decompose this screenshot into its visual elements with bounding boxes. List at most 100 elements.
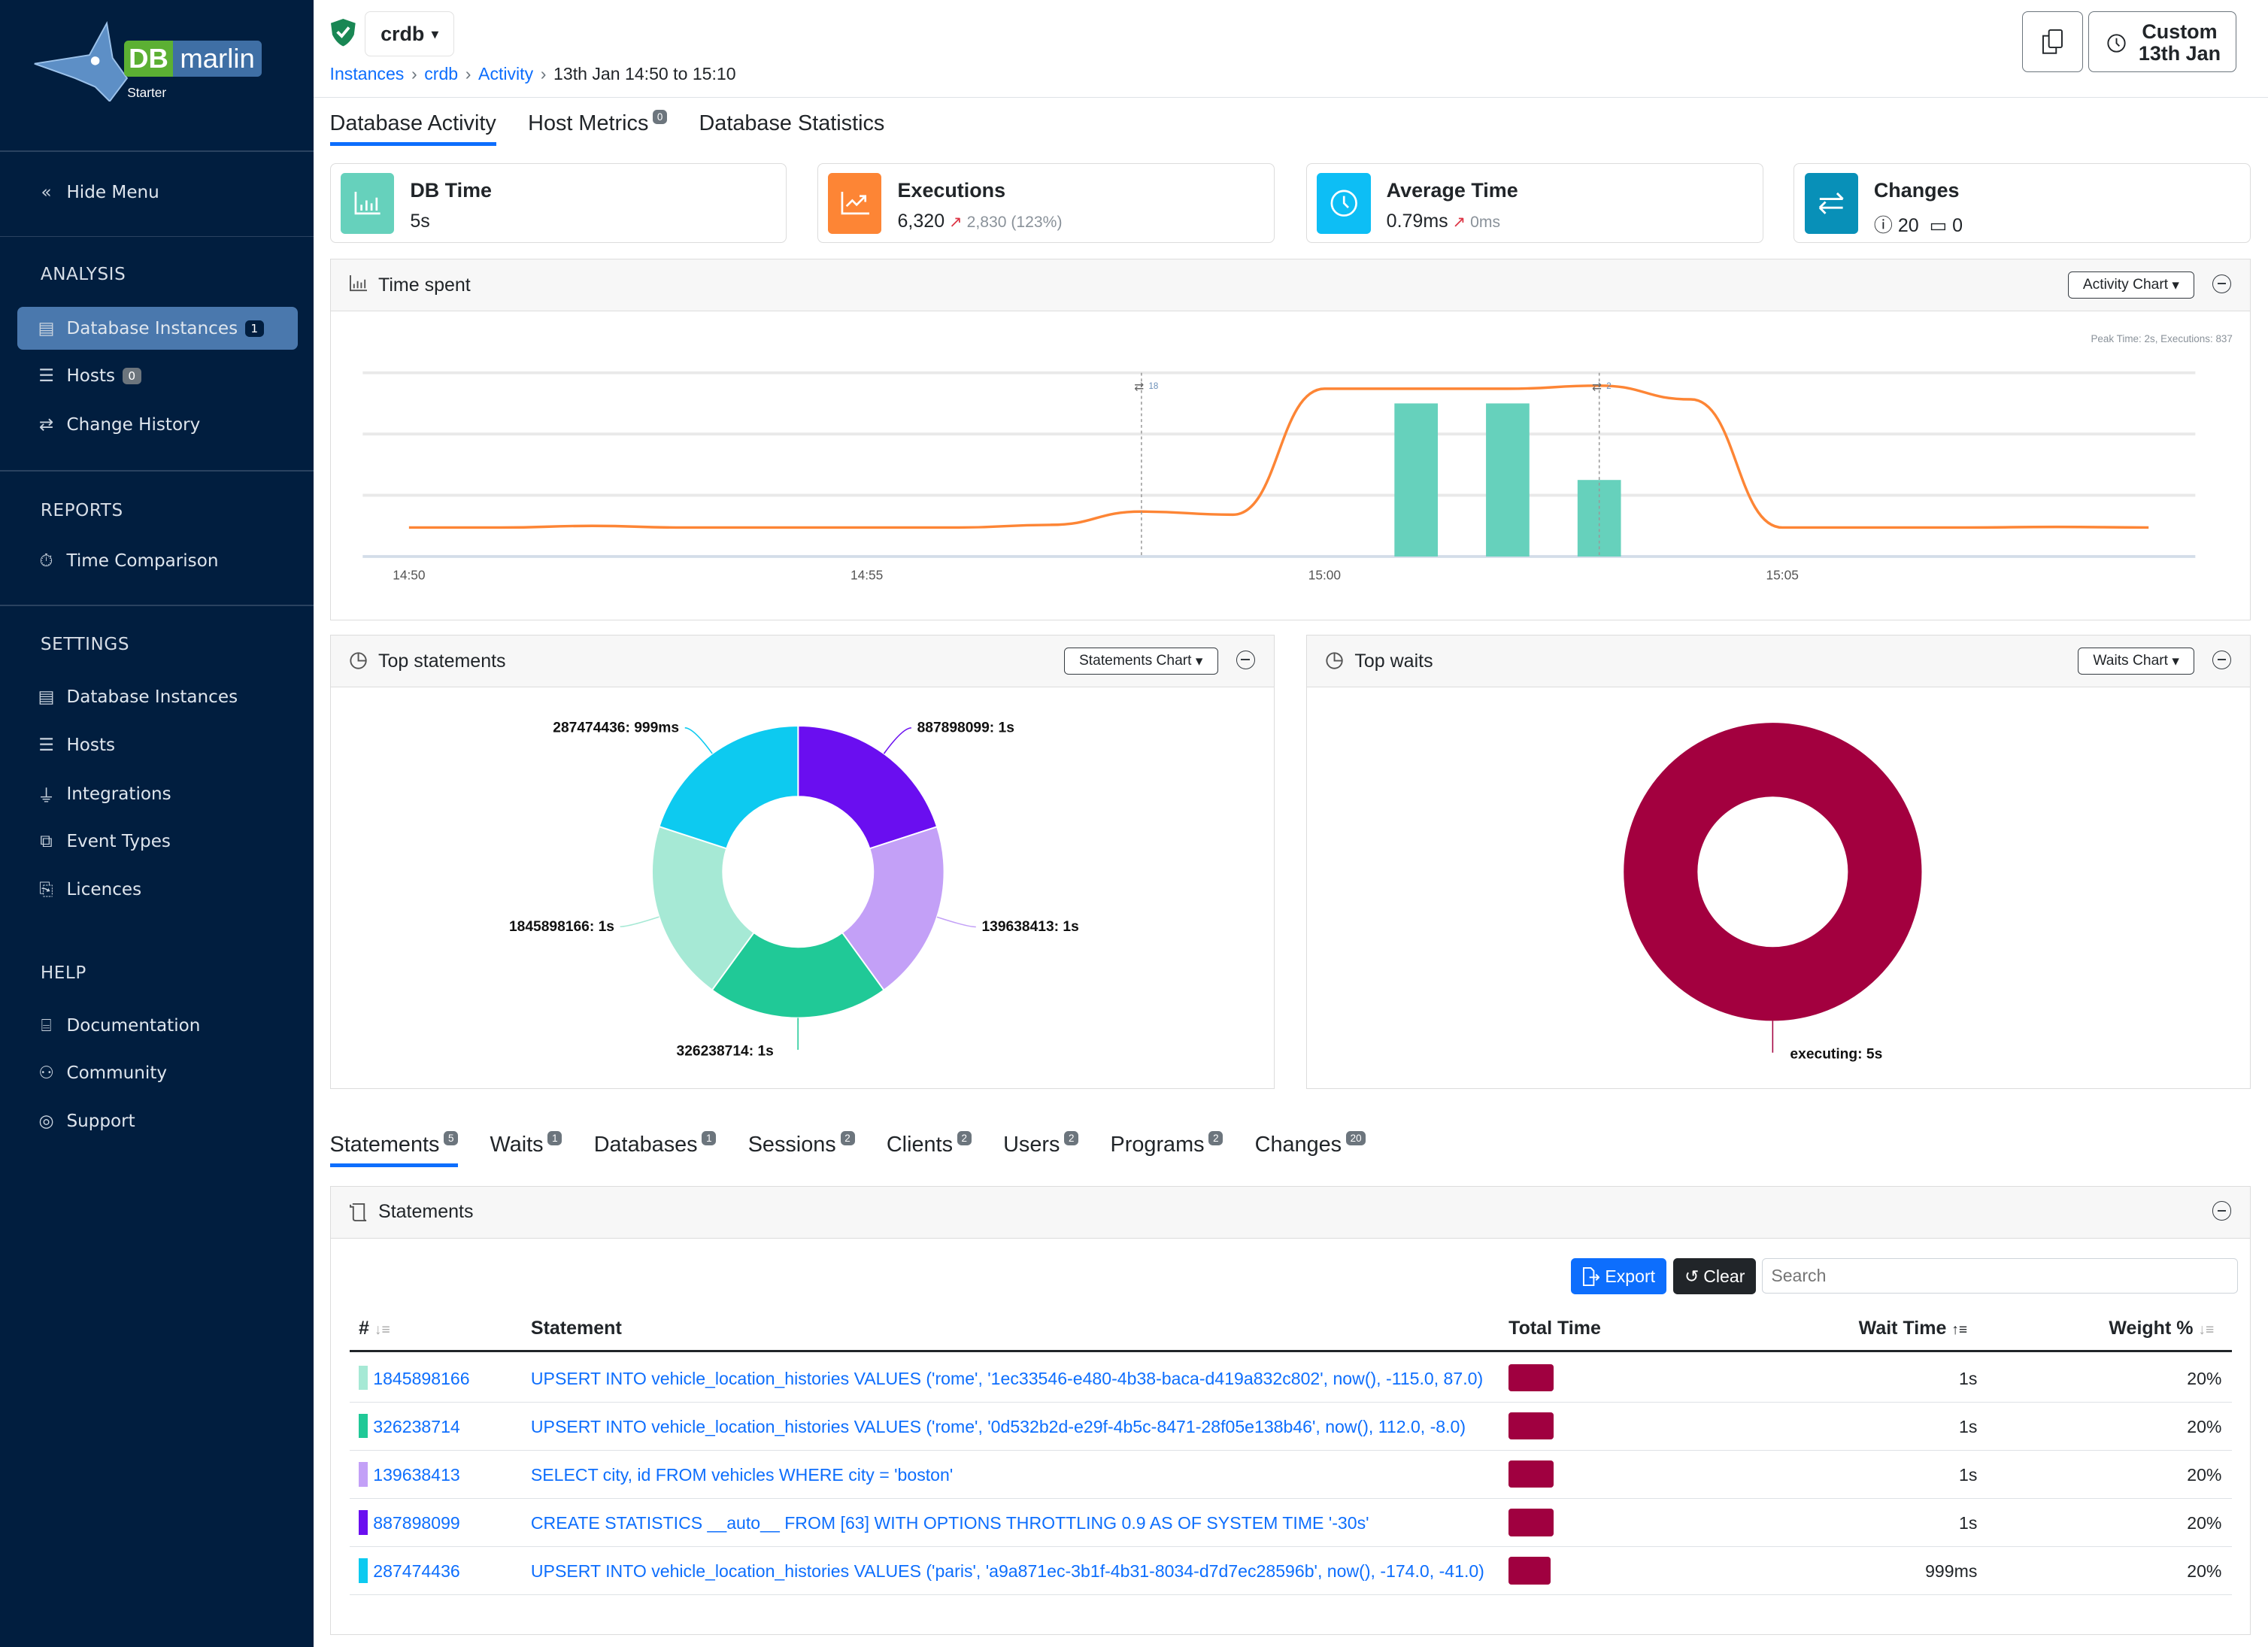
breadcrumb-crdb[interactable]: crdb xyxy=(424,63,459,83)
stat-delta: 2,830 (123%) xyxy=(966,213,1063,231)
instance-dropdown[interactable]: crdb ▾ xyxy=(364,11,455,57)
statement-text-link[interactable]: UPSERT INTO vehicle_location_histories V… xyxy=(530,1416,1466,1436)
donut-slice[interactable] xyxy=(650,825,755,991)
statement-text-link[interactable]: CREATE STATISTICS __auto__ FROM [63] WIT… xyxy=(530,1512,1369,1533)
dropdown-label: Activity Chart xyxy=(2082,276,2169,293)
change-marker-label: 2 xyxy=(1606,381,1611,390)
time-range-button[interactable]: Custom 13th Jan xyxy=(2088,11,2236,73)
statement-color-swatch xyxy=(359,1509,368,1535)
sidebar-item-hosts[interactable]: ☰ Hosts xyxy=(17,723,298,767)
stat-delta: 0ms xyxy=(1470,213,1501,231)
wait-time-value: 1s xyxy=(1959,1464,1978,1485)
statement-id-link[interactable]: 326238714 xyxy=(373,1416,460,1436)
copy-icon xyxy=(2042,29,2063,54)
donut-slice[interactable] xyxy=(711,931,885,1019)
statement-id-link[interactable]: 1845898166 xyxy=(373,1368,470,1388)
marlin-logo-icon xyxy=(34,20,129,103)
sidebar-item-community[interactable]: ⚇ Community xyxy=(17,1051,298,1095)
column-header-id[interactable]: # ↓≡ xyxy=(359,1318,390,1339)
sidebar-item-documentation[interactable]: ⌸ Documentation xyxy=(17,1004,298,1048)
tab-database-statistics[interactable]: Database Statistics xyxy=(699,111,884,146)
statement-id-link[interactable]: 139638413 xyxy=(373,1464,460,1485)
sidebar-item-integrations[interactable]: ⏚ Integrations xyxy=(17,772,298,816)
tab-databases[interactable]: Databases 1 xyxy=(594,1131,717,1167)
tab-sessions[interactable]: Sessions 2 xyxy=(748,1131,855,1167)
sidebar-item-database-instances[interactable]: ▤ Database Instances 1 xyxy=(17,306,299,350)
stat-title: Average Time xyxy=(1386,178,1518,202)
tab-badge: 0 xyxy=(653,110,668,125)
db-time-bar[interactable] xyxy=(1393,403,1438,557)
logo-wordmark: DB marlin xyxy=(124,40,262,77)
sidebar-item-event-types[interactable]: ⧉ Event Types xyxy=(17,820,298,864)
statement-id-link[interactable]: 887898099 xyxy=(373,1512,460,1533)
column-header-wait-time[interactable]: Wait Time ↑≡ xyxy=(1859,1318,1967,1339)
x-tick-label: 15:00 xyxy=(1308,567,1340,582)
hide-menu-button[interactable]: « Hide Menu xyxy=(17,171,298,214)
weight-value: 20% xyxy=(2187,1512,2222,1533)
sidebar-item-time-comparison[interactable]: ⏱ Time Comparison xyxy=(17,539,298,583)
sidebar-section-title: REPORTS xyxy=(40,500,123,520)
wait-time-value: 1s xyxy=(1959,1368,1978,1388)
tab-statements[interactable]: Statements 5 xyxy=(329,1131,459,1167)
change-marker-icon[interactable]: ⇄ xyxy=(1592,380,1602,393)
documentation-icon: ⌸ xyxy=(41,1015,52,1036)
tab-programs[interactable]: Programs 2 xyxy=(1111,1131,1223,1167)
statement-text-link[interactable]: SELECT city, id FROM vehicles WHERE city… xyxy=(530,1464,954,1485)
donut-slice[interactable] xyxy=(1624,722,1922,1021)
breadcrumb-activity[interactable]: Activity xyxy=(478,63,534,83)
panel-header: Statements xyxy=(330,1187,2250,1239)
donut-slice[interactable] xyxy=(657,724,799,850)
sort-icon: ↓≡ xyxy=(2198,1322,2215,1339)
plug-icon: ⏚ xyxy=(37,786,56,806)
collapse-button[interactable] xyxy=(2212,274,2232,293)
count-badge: 1 xyxy=(244,320,264,337)
collapse-button[interactable] xyxy=(1236,650,1255,669)
sidebar-item-label: Community xyxy=(66,1063,168,1084)
change-marker-icon[interactable]: ⇄ xyxy=(1134,380,1144,393)
database-icon: ▤ xyxy=(38,318,55,338)
tab-database-activity[interactable]: Database Activity xyxy=(329,111,496,146)
tab-label: Host Metrics xyxy=(528,111,649,136)
sidebar-item-database-instances[interactable]: ▤ Database Instances xyxy=(17,675,298,719)
sidebar-item-change-history[interactable]: ⇄ Change History xyxy=(17,404,298,447)
tab-waits[interactable]: Waits 1 xyxy=(490,1131,562,1167)
tab-clients[interactable]: Clients 2 xyxy=(887,1131,972,1167)
sidebar-item-licences[interactable]: ⎘ Licences xyxy=(17,868,298,911)
event-types-icon: ⧉ xyxy=(40,832,53,852)
donut-slice[interactable] xyxy=(796,724,938,850)
chevron-down-icon: ▾ xyxy=(431,26,438,41)
column-header-weight[interactable]: Weight % ↓≡ xyxy=(2109,1318,2214,1339)
stopwatch-icon: ⏱ xyxy=(39,551,53,572)
top-statements-panel: Top statements Statements Chart ▾ 887898… xyxy=(329,635,1275,1090)
breadcrumb-separator: › xyxy=(411,63,417,83)
column-header-total-time[interactable]: Total Time xyxy=(1508,1318,1601,1339)
wait-time-value: 999ms xyxy=(1925,1561,1978,1581)
tab-host-metrics[interactable]: Host Metrics 0 xyxy=(528,110,668,146)
server-icon: ☰ xyxy=(38,366,54,387)
statement-id-link[interactable]: 287474436 xyxy=(373,1561,460,1581)
logo-marlin: marlin xyxy=(172,40,262,77)
calendar-count: 0 xyxy=(1952,214,1963,236)
breadcrumb-instances[interactable]: Instances xyxy=(329,63,405,83)
tab-changes[interactable]: Changes 20 xyxy=(1255,1131,1366,1167)
copy-button[interactable] xyxy=(2022,11,2083,73)
statement-text-link[interactable]: UPSERT INTO vehicle_location_histories V… xyxy=(530,1368,1484,1388)
collapse-button[interactable] xyxy=(2212,650,2232,669)
column-header-statement[interactable]: Statement xyxy=(530,1318,622,1339)
statement-text-link[interactable]: UPSERT INTO vehicle_location_histories V… xyxy=(530,1561,1484,1581)
export-button[interactable]: Export xyxy=(1570,1258,1666,1295)
donut-slice[interactable] xyxy=(841,825,944,991)
activity-chart-dropdown[interactable]: Activity Chart ▾ xyxy=(2067,271,2195,299)
waits-chart-dropdown[interactable]: Waits Chart ▾ xyxy=(2078,647,2195,675)
db-time-bar[interactable] xyxy=(1485,403,1530,557)
tab-users[interactable]: Users 2 xyxy=(1003,1131,1079,1167)
statements-chart-dropdown[interactable]: Statements Chart ▾ xyxy=(1063,647,1218,675)
clock-icon xyxy=(2106,34,2126,53)
sidebar-item-support[interactable]: ◎ Support xyxy=(17,1100,298,1143)
collapse-button[interactable] xyxy=(2212,1201,2232,1221)
stat-value: 5s xyxy=(410,210,430,232)
search-input[interactable] xyxy=(1761,1258,2238,1294)
sidebar-item-hosts[interactable]: ☰ Hosts 0 xyxy=(17,354,298,398)
clear-button[interactable]: ↺ Clear xyxy=(1673,1258,1757,1295)
time-range-mode: Custom xyxy=(2142,20,2218,43)
